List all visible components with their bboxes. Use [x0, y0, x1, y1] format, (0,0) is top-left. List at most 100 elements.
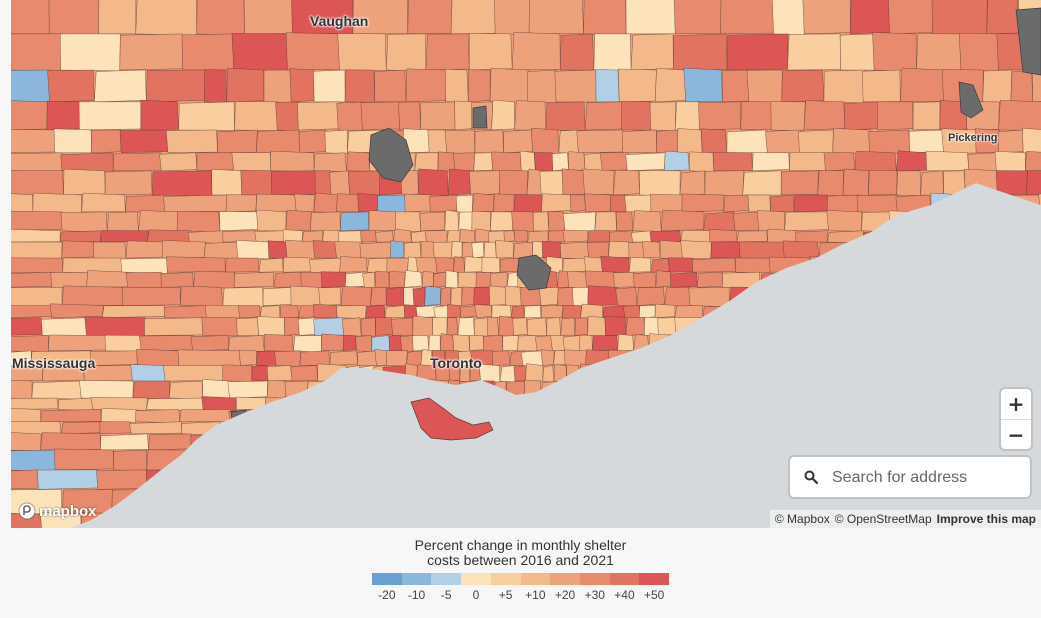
census-tract[interactable]	[514, 100, 547, 131]
census-tract[interactable]	[385, 33, 427, 72]
census-tract[interactable]	[843, 101, 879, 131]
census-tract[interactable]	[527, 317, 548, 337]
census-tract[interactable]	[313, 303, 338, 319]
census-tract[interactable]	[740, 101, 772, 131]
census-tract[interactable]	[138, 210, 179, 233]
census-tract[interactable]	[683, 67, 723, 103]
census-tract[interactable]	[211, 169, 243, 196]
census-tract[interactable]	[320, 271, 346, 288]
census-tract[interactable]	[46, 100, 80, 131]
census-tract[interactable]	[79, 380, 134, 400]
census-tract[interactable]	[61, 285, 124, 306]
census-tract[interactable]	[770, 194, 795, 213]
census-tract[interactable]	[547, 230, 566, 243]
census-tract[interactable]	[11, 271, 53, 288]
census-tract[interactable]	[445, 68, 469, 103]
census-tract[interactable]	[40, 317, 88, 337]
census-tract[interactable]	[163, 365, 224, 382]
census-tract[interactable]	[298, 305, 316, 318]
census-tract[interactable]	[451, 241, 463, 259]
census-tract[interactable]	[374, 69, 407, 103]
census-tract[interactable]	[604, 315, 627, 336]
census-tract[interactable]	[489, 68, 530, 104]
census-tract[interactable]	[273, 271, 303, 288]
census-tract[interactable]	[329, 350, 359, 366]
census-tract[interactable]	[204, 304, 241, 320]
census-tract[interactable]	[789, 151, 828, 172]
census-tract[interactable]	[771, 0, 805, 36]
census-tract[interactable]	[384, 305, 406, 318]
census-tract[interactable]	[534, 152, 554, 172]
census-tract[interactable]	[692, 257, 736, 273]
census-tract[interactable]	[231, 152, 272, 172]
census-tract[interactable]	[347, 170, 381, 197]
attribution-mapbox[interactable]: © Mapbox	[774, 512, 830, 526]
census-tract[interactable]	[297, 101, 340, 131]
census-tract[interactable]	[96, 469, 148, 490]
census-tract[interactable]	[998, 129, 1024, 154]
census-tract[interactable]	[689, 151, 715, 173]
census-tract[interactable]	[1025, 151, 1041, 172]
census-tract[interactable]	[412, 287, 425, 308]
census-tract[interactable]	[231, 33, 288, 72]
census-tract[interactable]	[503, 230, 516, 243]
census-tract[interactable]	[908, 129, 944, 154]
census-tract[interactable]	[57, 397, 94, 411]
census-tract[interactable]	[11, 317, 43, 336]
census-tract[interactable]	[362, 271, 376, 289]
census-tract[interactable]	[262, 287, 293, 306]
census-tract[interactable]	[455, 194, 473, 214]
census-tract[interactable]	[321, 333, 345, 352]
census-tract[interactable]	[912, 101, 941, 131]
census-tract[interactable]	[217, 129, 258, 154]
census-tract[interactable]	[122, 286, 181, 306]
census-tract[interactable]	[11, 192, 34, 213]
census-tract[interactable]	[11, 228, 61, 243]
census-tract[interactable]	[251, 365, 269, 382]
census-tract[interactable]	[795, 230, 828, 243]
census-tract[interactable]	[608, 230, 633, 244]
census-tract[interactable]	[540, 305, 563, 319]
census-tract[interactable]	[285, 32, 340, 71]
census-tract[interactable]	[569, 194, 586, 213]
census-tract[interactable]	[583, 256, 603, 274]
census-tract[interactable]	[632, 271, 657, 288]
census-tract[interactable]	[617, 68, 657, 103]
census-tract[interactable]	[11, 397, 59, 410]
census-tract[interactable]	[560, 317, 576, 337]
census-tract[interactable]	[1026, 170, 1041, 196]
census-tract[interactable]	[181, 33, 235, 71]
census-tract[interactable]	[826, 194, 859, 214]
census-tract[interactable]	[233, 271, 275, 288]
census-tract[interactable]	[994, 150, 1026, 172]
census-tract[interactable]	[487, 317, 500, 337]
census-tract[interactable]	[735, 257, 772, 273]
census-tract[interactable]	[433, 305, 449, 319]
census-tract[interactable]	[723, 194, 750, 213]
census-tract[interactable]	[318, 287, 342, 306]
census-tract[interactable]	[826, 210, 862, 232]
census-tract[interactable]	[341, 317, 362, 337]
census-tract[interactable]	[377, 194, 406, 214]
census-tract[interactable]	[632, 210, 662, 232]
census-tract[interactable]	[654, 303, 676, 318]
census-tract[interactable]	[263, 69, 292, 104]
census-tract[interactable]	[202, 379, 231, 399]
census-tract[interactable]	[479, 363, 501, 383]
census-tract[interactable]	[493, 193, 515, 213]
census-tract[interactable]	[120, 257, 168, 274]
census-tract[interactable]	[887, 0, 933, 35]
census-tract[interactable]	[559, 241, 590, 260]
census-tract[interactable]	[636, 287, 665, 306]
census-tract[interactable]	[404, 270, 423, 288]
census-tract[interactable]	[793, 194, 828, 213]
census-tract[interactable]	[582, 168, 615, 196]
census-tract[interactable]	[663, 150, 690, 172]
census-tract[interactable]	[587, 230, 610, 243]
census-tract[interactable]	[574, 317, 589, 336]
census-tract[interactable]	[464, 256, 483, 273]
census-tract[interactable]	[469, 32, 513, 71]
census-tract[interactable]	[503, 129, 533, 154]
census-tract[interactable]	[673, 0, 722, 35]
census-tract[interactable]	[473, 317, 489, 337]
